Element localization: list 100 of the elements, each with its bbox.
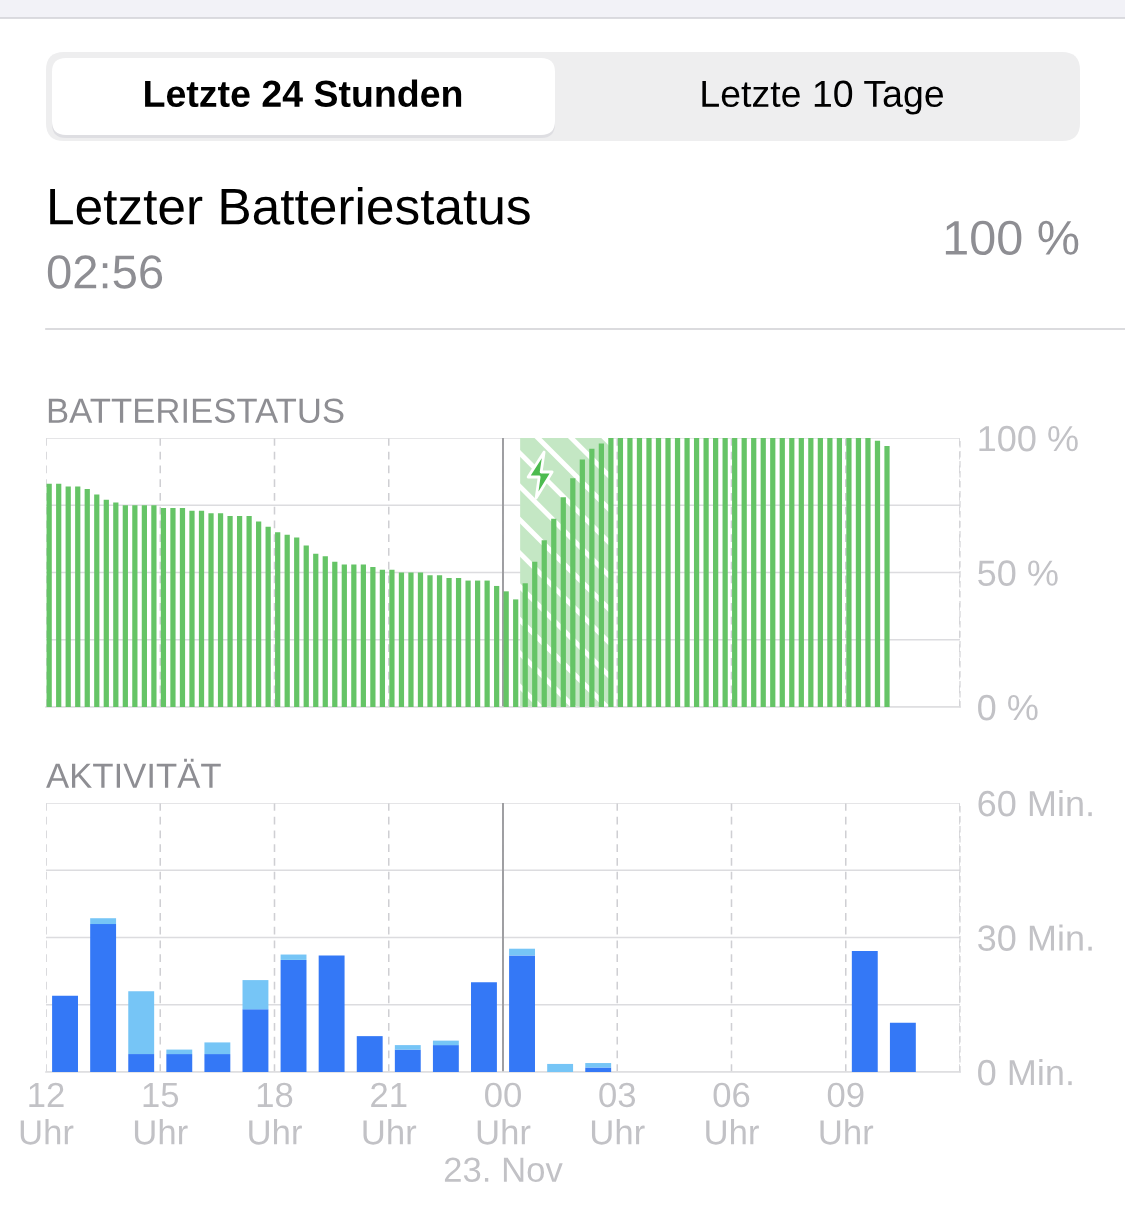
bar [827, 438, 833, 707]
y-tick-label: 30 Min. [978, 924, 1092, 951]
bar [684, 438, 690, 707]
bar [303, 545, 309, 707]
bar [851, 950, 878, 1072]
bar [389, 569, 395, 707]
bar [551, 518, 557, 707]
bar [655, 438, 662, 707]
bar [693, 438, 700, 707]
bar [204, 1042, 231, 1055]
bar [817, 438, 823, 707]
bar [379, 569, 386, 707]
bar [541, 540, 547, 707]
bar [294, 537, 300, 707]
bar [408, 572, 414, 707]
bar [789, 438, 795, 707]
bar [227, 516, 233, 707]
x-tick-label: 00 Uhr 23. Nov [444, 1082, 563, 1183]
bar [356, 1036, 383, 1072]
bar [884, 446, 890, 707]
bar [889, 1022, 916, 1072]
bar [674, 438, 681, 707]
bar [465, 580, 471, 707]
bar [751, 438, 757, 707]
bar [703, 438, 709, 707]
y-tick-label: 100 % [979, 425, 1078, 452]
bar [265, 526, 271, 707]
bar [608, 438, 614, 707]
bar [432, 1045, 459, 1072]
bar [170, 507, 176, 707]
x-tick-label: 06 Uhr [706, 1082, 759, 1145]
text: Letzte 24 Stunden [145, 79, 462, 108]
bar [160, 507, 167, 707]
chart-title: AKTIVITÄT [46, 758, 221, 788]
bar [351, 564, 357, 707]
bar [579, 459, 585, 707]
bar [455, 577, 462, 707]
bar [318, 955, 345, 1072]
x-tick-label: 09 Uhr [820, 1082, 874, 1145]
chart-title: BATTERIESTATUS [48, 398, 344, 424]
bar [770, 438, 776, 707]
bar [394, 1049, 421, 1072]
bar [547, 1063, 574, 1072]
bar [236, 516, 243, 707]
bar [360, 564, 366, 707]
bar [52, 995, 78, 1072]
bar [65, 486, 71, 707]
bar [284, 534, 290, 707]
y-tick-label: 60 Min. [978, 789, 1092, 817]
bar [627, 438, 633, 707]
bar [90, 924, 117, 1072]
bar [427, 575, 433, 707]
bar [436, 575, 443, 707]
bar [46, 483, 52, 707]
y-tick-label: 0 % [978, 694, 1038, 721]
bar [246, 516, 252, 707]
bar [242, 980, 269, 1010]
bar [417, 572, 424, 707]
bar [56, 483, 62, 707]
bar [341, 564, 347, 707]
bar [132, 505, 138, 707]
text: 02:56 [47, 255, 163, 289]
bar [90, 918, 117, 925]
bar [509, 955, 535, 1072]
bar [836, 438, 843, 707]
bar [471, 982, 497, 1072]
x-tick-label: 15 Uhr [134, 1083, 188, 1145]
bar [280, 954, 307, 960]
bar [446, 577, 452, 707]
bar [280, 959, 307, 1072]
bar [322, 556, 328, 707]
bar [665, 438, 671, 707]
bar [122, 505, 128, 707]
bar [779, 438, 785, 707]
bar [760, 438, 766, 707]
x-tick-label: 03 Uhr [591, 1082, 645, 1145]
bar [509, 948, 535, 956]
bar [394, 1045, 421, 1050]
bar [798, 438, 804, 707]
bar [513, 599, 519, 707]
bar [166, 1054, 193, 1072]
bar [189, 510, 195, 707]
bar [855, 438, 862, 707]
text: Letzter Batteriestatus [50, 187, 530, 225]
bar [217, 513, 224, 707]
bar [846, 438, 852, 707]
bar [598, 443, 604, 707]
bar [494, 585, 500, 707]
bar [275, 532, 281, 707]
bar [398, 572, 405, 707]
bar [646, 438, 652, 707]
x-tick-label: 12 Uhr [20, 1082, 74, 1145]
bar [585, 1067, 612, 1072]
bar [808, 438, 814, 707]
bar [198, 510, 205, 707]
bar [141, 505, 147, 707]
bar [166, 1049, 193, 1055]
bar [113, 502, 119, 707]
bar [532, 561, 538, 707]
bar [722, 438, 728, 707]
